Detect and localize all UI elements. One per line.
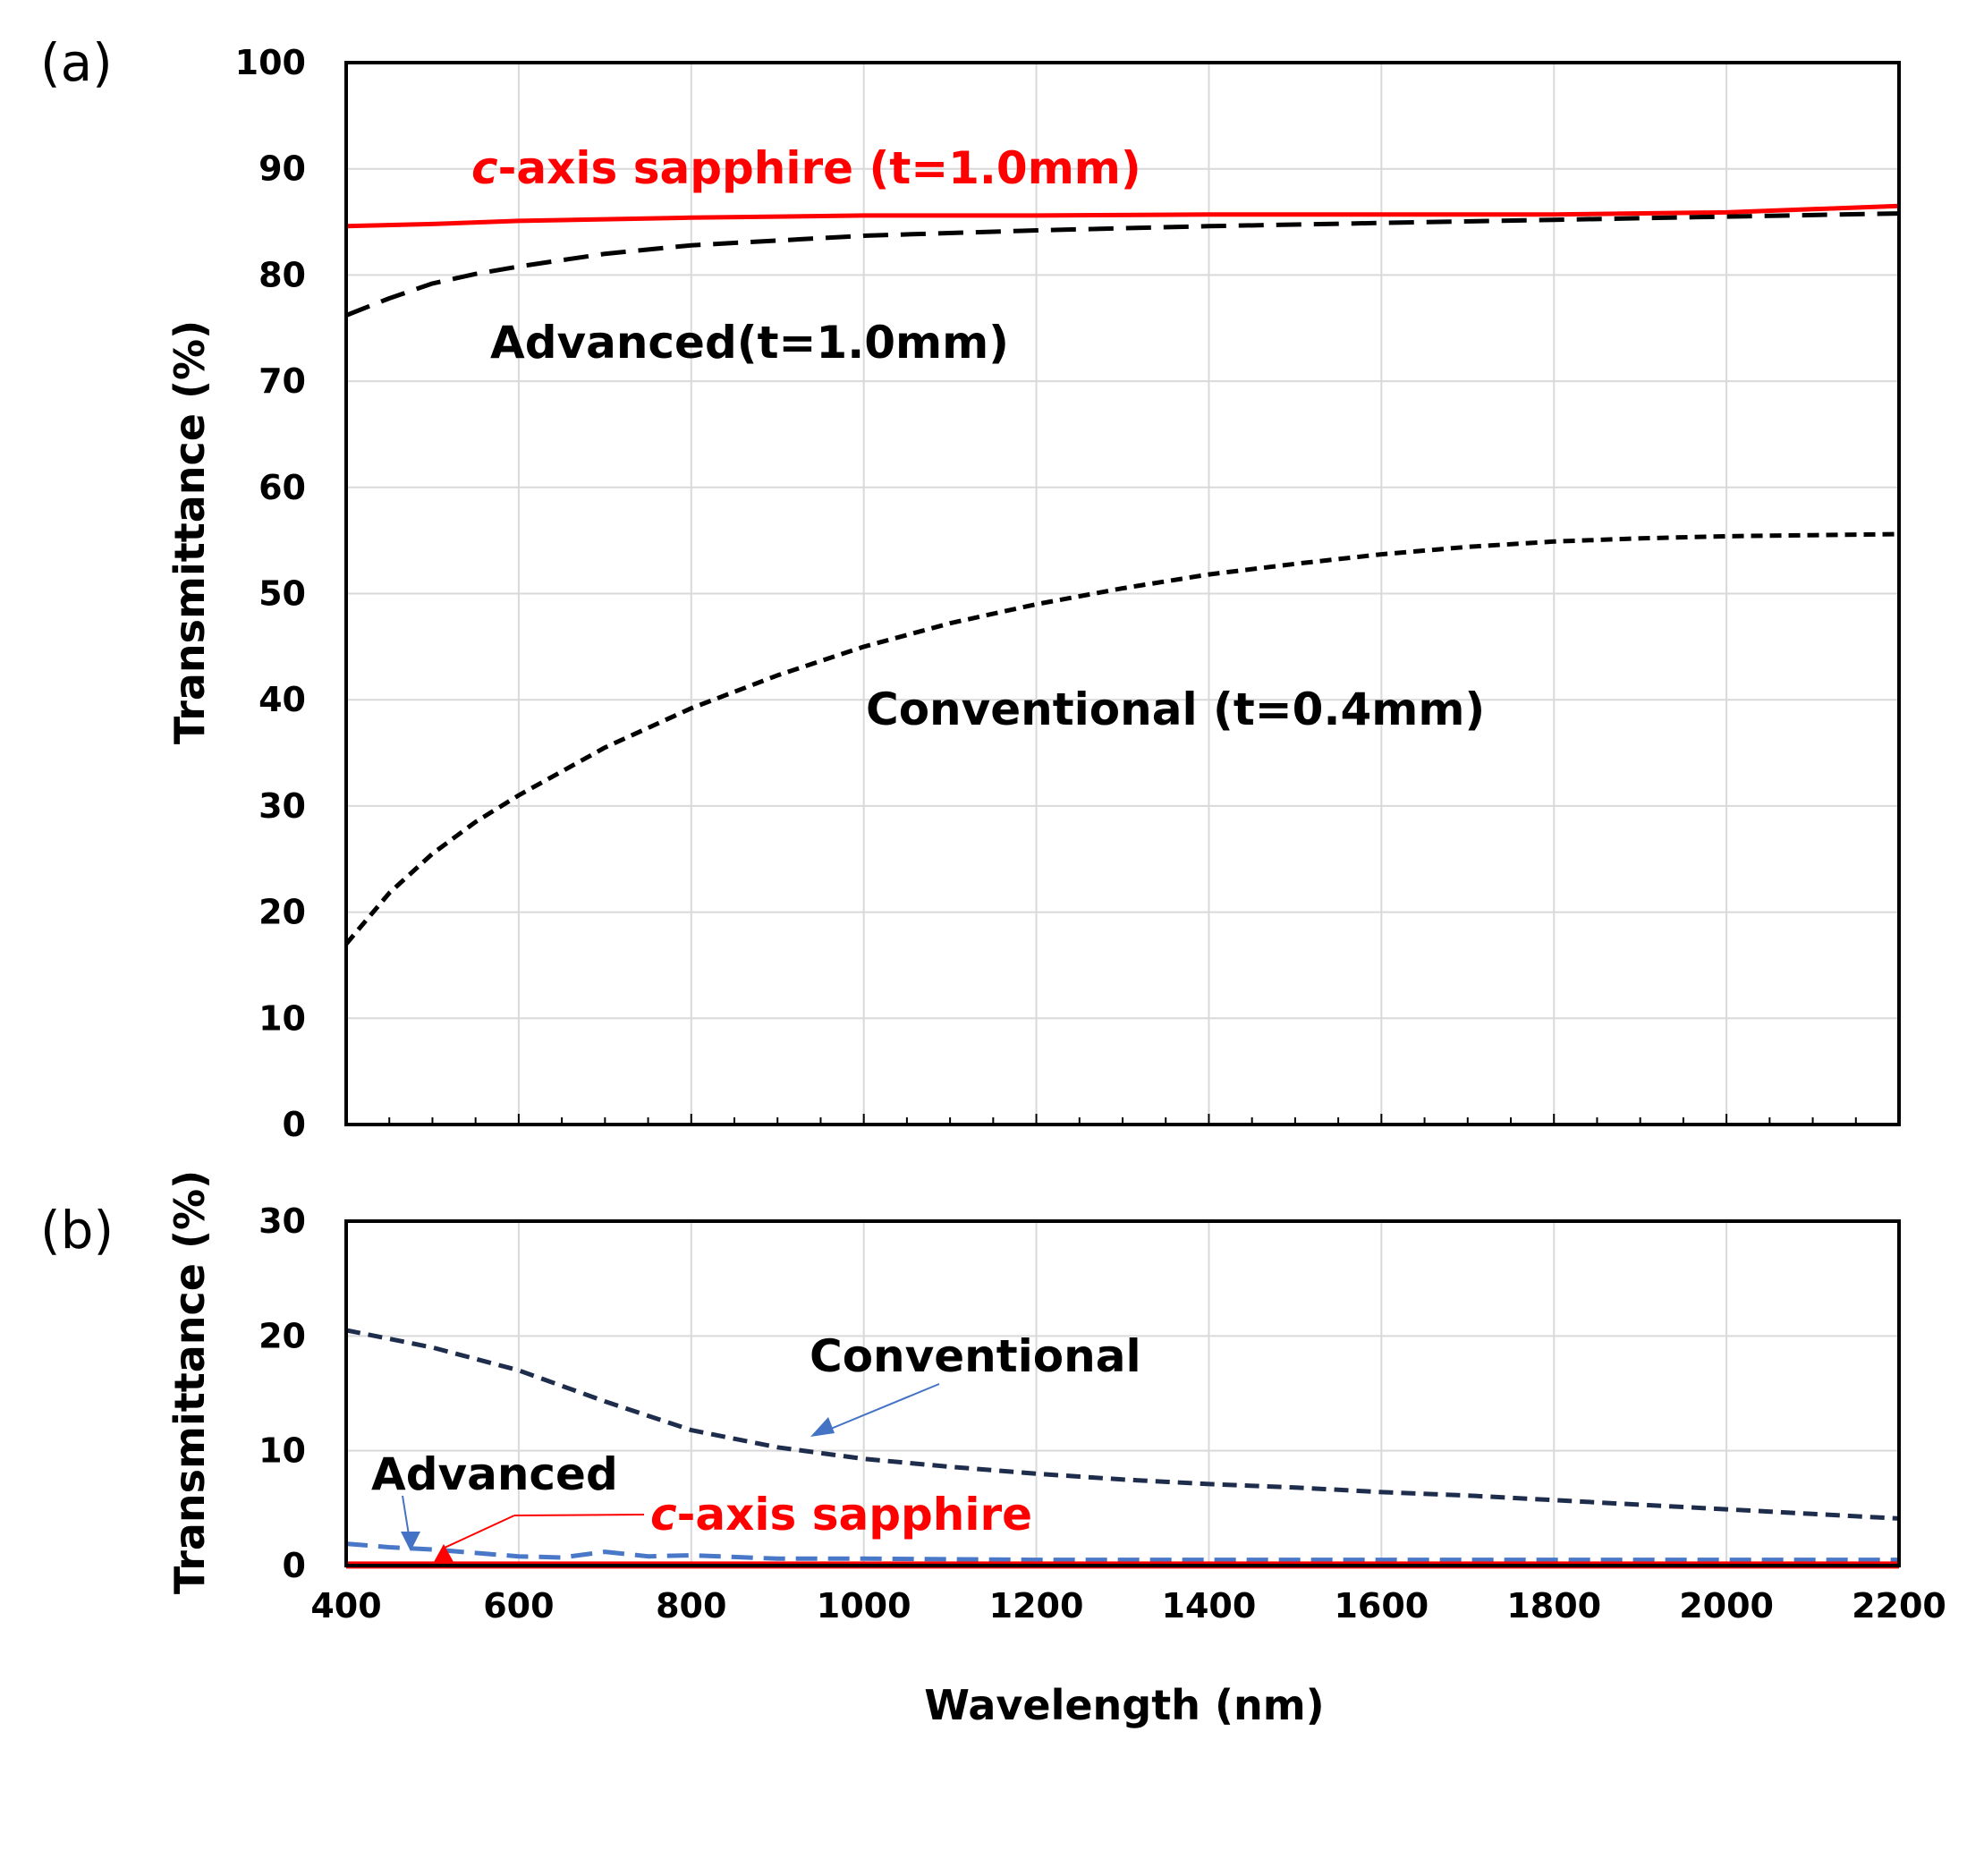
panel-a-y-tick-label: 10	[259, 998, 306, 1038]
advanced-arrow-head	[401, 1532, 420, 1551]
conventional-arrow-head	[810, 1417, 835, 1437]
panel-a-series-line-2	[344, 531, 1900, 946]
panel-b-x-tick-label: 1400	[1162, 1586, 1257, 1626]
panel-b-x-tick-label: 800	[656, 1586, 726, 1626]
panel-a-y-axis-title: Transmittance (%)	[165, 320, 214, 744]
panel-a-y-tick-label: 80	[259, 255, 306, 294]
panel-a-y-tick-label: 40	[259, 680, 306, 719]
panel-b-y-axis-title: Transmittance (%)	[165, 1170, 214, 1594]
panel-b-plot-frame	[344, 1219, 1901, 1567]
panel-b-y-tick-label: 30	[259, 1201, 306, 1241]
panel-b-conventional-annotation: Conventional	[810, 1330, 1141, 1382]
panel-b-chart: (b) 0 10 20 30 400 600 800 1000 1200 1400 1600 180…	[40, 1170, 1946, 1729]
panel-b-x-tick-labels: 400 600 800 1000 1200 1400 1600 1800 2000 2200	[310, 1586, 1946, 1626]
panel-b-x-tick-label: 2000	[1679, 1586, 1774, 1626]
panel-b-x-tick-label: 1600	[1334, 1586, 1429, 1626]
panel-b-x-tick-label: 1200	[989, 1586, 1084, 1626]
panel-a-y-tick-label: 70	[259, 361, 306, 401]
panel-b-x-tick-label: 1000	[817, 1586, 911, 1626]
panel-a-series-line-0	[345, 203, 1900, 229]
conventional-arrow-line	[815, 1383, 940, 1436]
panel-a-y-tick-label: 20	[259, 893, 306, 932]
panel-a-y-tick-label: 50	[259, 574, 306, 614]
panel-a-tick-marks	[345, 1114, 1900, 1125]
panel-b-y-tick-label: 20	[259, 1316, 306, 1355]
panel-a-caxis-italic: c	[471, 142, 498, 194]
panel-a-y-tick-label: 60	[259, 468, 306, 507]
panel-a-advanced-annotation: Advanced(t=1.0mm)	[490, 317, 1009, 369]
panel-a-y-tick-label: 90	[259, 149, 306, 189]
panel-a-caxis-rest: -axis sapphire (t=1.0mm)	[498, 142, 1141, 194]
panel-a-chart: (a) 0 10 20 30 40 50 60 70 80 90 100 Transmittance…	[40, 32, 1901, 1144]
caxis-arrow-head	[434, 1544, 454, 1562]
caxis-arrow-line-2	[444, 1515, 515, 1549]
panel-b-caxis-italic: c	[650, 1489, 677, 1541]
panel-b-y-tick-label: 0	[283, 1546, 306, 1585]
panel-b-caxis-rest: -axis sapphire	[677, 1489, 1032, 1541]
panel-b-label: (b)	[40, 1200, 114, 1261]
panel-b-x-tick-label: 600	[483, 1586, 554, 1626]
panel-b-series-line-0	[345, 1328, 1900, 1521]
panel-a-y-tick-label: 30	[259, 786, 306, 826]
panel-a-y-tick-label: 100	[235, 43, 306, 82]
panel-a-series-line-1	[345, 211, 1900, 318]
panel-b-x-tick-label: 1800	[1506, 1586, 1601, 1626]
panel-b-caxis-annotation: c-axis sapphire	[650, 1489, 1032, 1541]
panel-b-series-line-1	[345, 1541, 1899, 1563]
panel-a-conventional-annotation: Conventional (t=0.4mm)	[866, 683, 1485, 735]
panel-a-series	[344, 203, 1900, 946]
panel-b-x-tick-label: 400	[310, 1586, 381, 1626]
panel-b-x-tick-label: 2200	[1852, 1586, 1946, 1626]
panel-a-label: (a)	[40, 32, 113, 93]
panel-a-y-tick-label: 0	[283, 1105, 306, 1144]
panel-b-y-tick-label: 10	[259, 1431, 306, 1471]
x-axis-title: Wavelength (nm)	[924, 1681, 1324, 1729]
panel-a-y-tick-labels: 0 10 20 30 40 50 60 70 80 90 100	[235, 43, 306, 1144]
panel-b-advanced-annotation: Advanced	[371, 1448, 618, 1500]
panel-b-y-tick-labels: 0 10 20 30	[259, 1201, 306, 1585]
panel-a-caxis-annotation: c-axis sapphire (t=1.0mm)	[471, 142, 1141, 194]
